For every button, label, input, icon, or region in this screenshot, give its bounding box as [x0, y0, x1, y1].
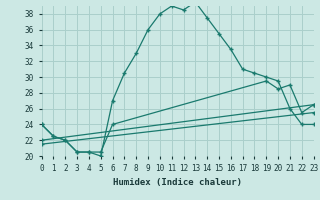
X-axis label: Humidex (Indice chaleur): Humidex (Indice chaleur)	[113, 178, 242, 187]
